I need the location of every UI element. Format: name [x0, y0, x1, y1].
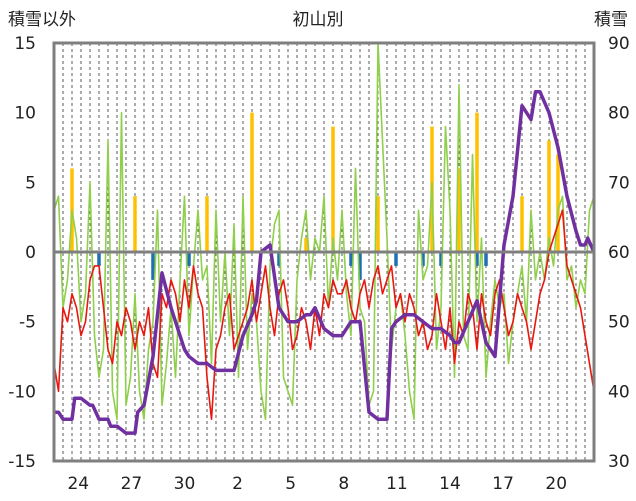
x-tick-label: 2 [232, 474, 243, 494]
y-left-tick-label: 15 [14, 34, 36, 54]
x-tick-label: 11 [386, 474, 408, 494]
y-left-tick-label: -10 [8, 382, 36, 402]
x-tick-label: 24 [67, 474, 89, 494]
precip-bar-negative [151, 252, 155, 280]
chart-title: 初山別 [293, 10, 344, 30]
precip-bar-negative [475, 252, 479, 266]
y-left-ticks: 15 10 5 0 -5 -10 -15 [8, 34, 36, 472]
precip-bar [457, 168, 461, 252]
precip-bar [556, 154, 560, 252]
precip-bar [133, 196, 137, 252]
x-tick-label: 8 [338, 474, 349, 494]
precip-bar [376, 196, 380, 252]
y-right-tick-label: 90 [608, 34, 630, 54]
precip-bar-negative [277, 252, 281, 266]
grid [62, 43, 586, 461]
snow-depth-line [54, 90, 596, 435]
precip-bar-negative [439, 252, 443, 266]
x-tick-label: 20 [545, 474, 567, 494]
precip-bar [547, 140, 551, 252]
x-tick-label: 30 [174, 474, 196, 494]
precip-bar [475, 112, 479, 253]
precip-bar-negative [349, 252, 353, 266]
y-right-tick-label: 80 [608, 104, 630, 124]
precip-bar-negative [97, 252, 101, 266]
x-tick-label: 17 [492, 474, 514, 494]
y-right-tick-label: 60 [608, 243, 630, 263]
x-tick-label: 14 [439, 474, 461, 494]
y-left-tick-label: -5 [19, 313, 36, 333]
y-left-tick-label: -15 [8, 452, 36, 472]
precip-bar-negative [187, 252, 191, 266]
y-left-tick-label: 5 [25, 173, 36, 193]
precip-bar [250, 112, 254, 253]
precip-bar [205, 196, 209, 252]
y-right-label: 積雪 [594, 10, 628, 30]
x-tick-label: 27 [121, 474, 143, 494]
plot-frame [52, 41, 596, 463]
y-right-tick-label: 40 [608, 382, 630, 402]
y-right-ticks: 90 80 70 60 50 40 30 [608, 34, 630, 472]
precip-bar-negative [484, 252, 488, 266]
precip-bar-negative [394, 252, 398, 266]
y-right-tick-label: 50 [608, 313, 630, 333]
x-ticks: 24 27 30 2 5 8 11 14 17 20 [67, 474, 567, 494]
precip-bar [331, 126, 335, 252]
series-lines [53, 42, 596, 435]
precip-bar [304, 238, 308, 252]
green-series-line [53, 42, 595, 421]
precip-bar-negative [421, 252, 425, 266]
temperature-line [53, 209, 595, 421]
y-right-tick-label: 30 [608, 452, 630, 472]
y-left-label: 積雪以外 [8, 10, 76, 30]
precip-bars [70, 112, 560, 280]
y-left-tick-label: 10 [14, 104, 36, 124]
y-left-tick-label: 0 [25, 243, 36, 263]
precip-bar-negative [358, 252, 362, 280]
precip-bar [520, 196, 524, 252]
x-tick-label: 5 [285, 474, 296, 494]
y-right-tick-label: 70 [608, 173, 630, 193]
